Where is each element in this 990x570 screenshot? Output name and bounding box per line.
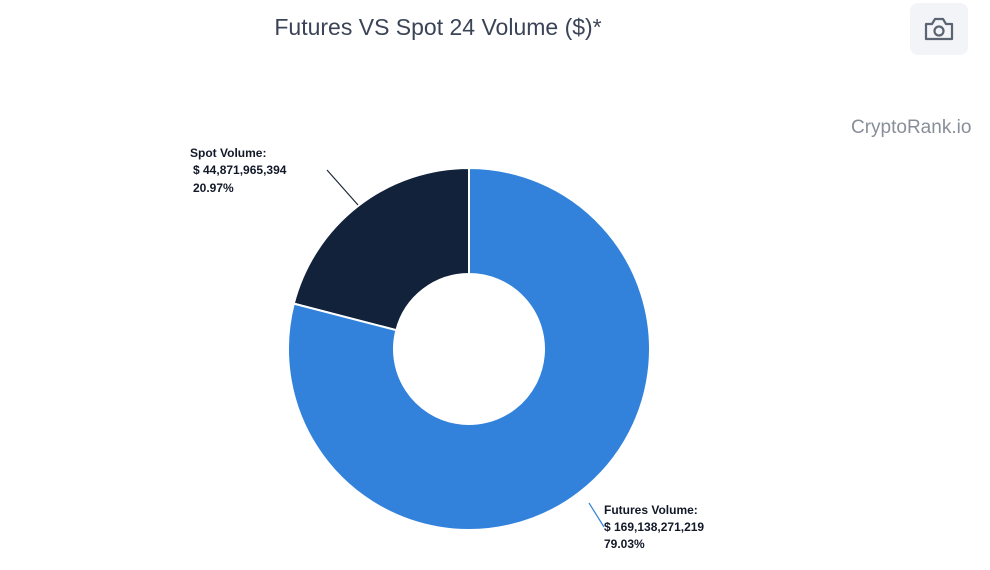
slice-futures[interactable] <box>287 166 651 531</box>
spot-label-percent: 20.97% <box>193 181 234 195</box>
watermark: CryptoRank.io <box>851 117 972 138</box>
futures-label-value: $ 169,138,271,219 <box>604 520 704 534</box>
futures-label-percent: 79.03% <box>604 537 645 551</box>
slice-spot[interactable] <box>292 166 470 332</box>
camera-icon <box>924 17 954 41</box>
chart-title: Futures VS Spot 24 Volume ($)* <box>274 14 602 40</box>
connector-spot <box>326 169 359 206</box>
spot-label-value: $ 44,871,965,394 <box>193 163 287 177</box>
futures-label-name: Futures Volume: <box>604 503 698 517</box>
spot-label-name: Spot Volume: <box>190 146 266 160</box>
camera-button[interactable] <box>910 3 968 55</box>
connector-futures <box>588 502 605 528</box>
